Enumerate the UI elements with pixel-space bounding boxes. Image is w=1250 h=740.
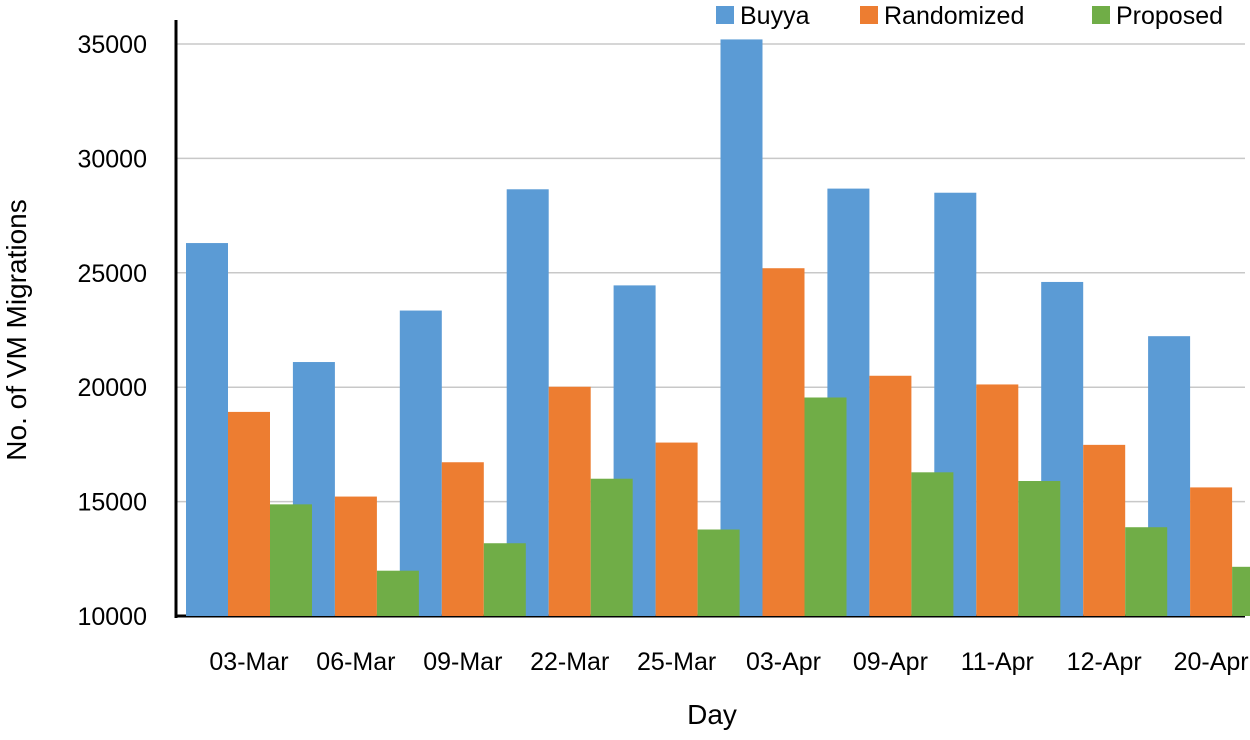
y-tick-labels: 10000 15000 20000 25000 30000 35000 [77,31,147,631]
y-axis-title: No. of VM Migrations [1,199,32,460]
bar-randomized-20-apr [1190,487,1233,616]
bar-buyya-03-mar [186,243,228,616]
bar-proposed-20-apr [1232,566,1250,616]
legend-label: Proposed [1116,2,1223,30]
legend-swatch [860,6,878,24]
bar-buyya-03-apr [720,39,763,616]
bar-randomized-06-mar [334,496,377,616]
bars [186,39,1250,616]
legend-item-randomized: Randomized [860,2,1024,30]
x-axis-title: Day [687,699,737,730]
bar-proposed-09-mar [483,543,526,616]
bar-randomized-09-apr [869,375,912,616]
legend-item-buyya: Buyya [716,2,810,30]
bar-proposed-03-apr [804,397,847,616]
x-tick-label: 12-Apr [1067,648,1142,676]
bar-randomized-11-apr [976,384,1019,616]
y-tick-label: 20000 [77,374,147,402]
bar-randomized-25-mar [655,442,698,616]
bar-proposed-03-mar [270,504,312,616]
legend-swatch [716,6,734,24]
bar-randomized-22-mar [548,386,591,616]
bar-proposed-22-mar [590,478,633,616]
x-tick-label: 20-Apr [1174,648,1249,676]
legend-label: Buyya [740,2,810,30]
x-tick-label: 09-Apr [853,648,928,676]
x-tick-label: 03-Mar [209,648,288,676]
y-tick-label: 30000 [77,145,147,173]
bar-proposed-25-mar [697,529,740,616]
x-tick-label: 11-Apr [961,648,1034,676]
y-tick-label: 35000 [77,31,147,59]
y-tick-label: 10000 [77,603,147,631]
x-tick-label: 03-Apr [746,648,821,676]
bar-proposed-11-apr [1018,481,1061,616]
bar-proposed-09-apr [911,472,954,616]
legend: Buyya Randomized Proposed [716,2,1223,30]
bar-proposed-12-apr [1125,527,1168,616]
y-tick-label: 25000 [77,260,147,288]
legend-label: Randomized [884,2,1024,30]
bar-buyya-09-mar [399,310,442,616]
x-tick-label: 22-Mar [530,648,609,676]
x-tick-labels: 03-Mar 06-Mar 09-Mar 22-Mar 25-Mar 03-Apr 09-A… [209,648,1248,676]
bar-randomized-03-mar [228,411,270,616]
bar-randomized-03-apr [762,268,805,616]
legend-swatch [1092,6,1110,24]
bar-randomized-12-apr [1083,444,1126,616]
x-tick-label: 09-Mar [423,648,502,676]
x-tick-label: 06-Mar [316,648,395,676]
y-tick-label: 15000 [77,489,147,517]
bar-proposed-06-mar [376,570,419,616]
x-tick-label: 25-Mar [637,648,716,676]
bar-randomized-09-mar [441,462,484,616]
legend-item-proposed: Proposed [1092,2,1223,30]
